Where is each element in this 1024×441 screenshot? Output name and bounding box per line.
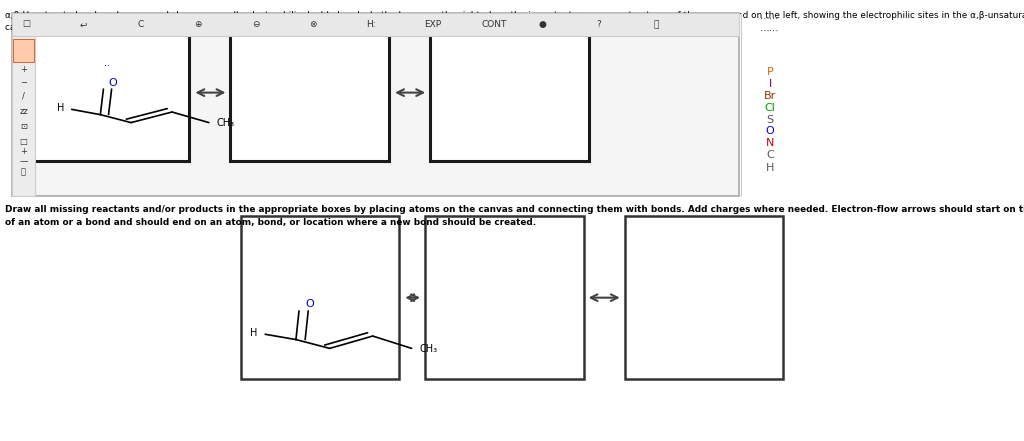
Text: CH₃: CH₃: [216, 119, 234, 128]
Bar: [31, 26, 189, 161]
Text: N: N: [766, 138, 774, 148]
Text: C: C: [766, 150, 774, 160]
Text: ⤷: ⤷: [22, 168, 26, 176]
Text: ⌖: ⌖: [653, 20, 658, 29]
Text: α,β-Unsaturated carbonyl compounds have unusually electrophilic double bonds. In: α,β-Unsaturated carbonyl compounds have …: [5, 11, 1024, 32]
Text: ↩: ↩: [80, 20, 87, 29]
Text: O: O: [305, 299, 314, 309]
Bar: [625, 216, 783, 379]
Text: EXP: EXP: [424, 20, 441, 29]
Text: ☐: ☐: [23, 20, 31, 29]
Bar: [13, 39, 34, 62]
Text: ⊖: ⊖: [252, 20, 259, 29]
Bar: [12, 13, 739, 36]
Text: O: O: [766, 127, 774, 136]
Text: /: /: [23, 91, 25, 100]
Text: Br: Br: [764, 91, 776, 101]
Text: −: −: [20, 78, 27, 87]
Text: H: H: [57, 104, 65, 113]
Text: ◇: ◇: [20, 51, 27, 60]
Text: O: O: [109, 78, 118, 88]
Text: Cl: Cl: [765, 103, 775, 112]
Text: +
—: + —: [19, 147, 28, 166]
Text: Draw all missing reactants and/or products in the appropriate boxes by placing a: Draw all missing reactants and/or produc…: [5, 205, 1024, 227]
Bar: [425, 216, 584, 379]
Text: H:: H:: [367, 20, 376, 29]
Text: P: P: [767, 67, 773, 77]
Bar: [12, 13, 739, 196]
Text: S: S: [767, 115, 773, 124]
Bar: [230, 26, 389, 161]
Bar: [430, 26, 589, 161]
Bar: [241, 216, 399, 379]
Text: ?: ?: [596, 20, 601, 29]
Text: ⊗: ⊗: [309, 20, 316, 29]
Text: ⋯⋯
⋯⋯: ⋯⋯ ⋯⋯: [760, 14, 780, 35]
Text: ⊕: ⊕: [195, 20, 202, 29]
Text: CONT: CONT: [481, 20, 507, 29]
Text: zz: zz: [19, 107, 28, 116]
Text: ⊡: ⊡: [20, 122, 27, 131]
Text: C: C: [137, 20, 143, 29]
Text: ··: ··: [104, 61, 111, 71]
Text: H: H: [250, 329, 257, 338]
Text: I: I: [768, 79, 772, 89]
Text: ●: ●: [539, 20, 547, 29]
Text: H: H: [766, 163, 774, 172]
Text: +: +: [20, 65, 27, 74]
Text: CH₃: CH₃: [420, 344, 438, 354]
Text: □: □: [19, 137, 28, 146]
Bar: [12, 36, 35, 196]
